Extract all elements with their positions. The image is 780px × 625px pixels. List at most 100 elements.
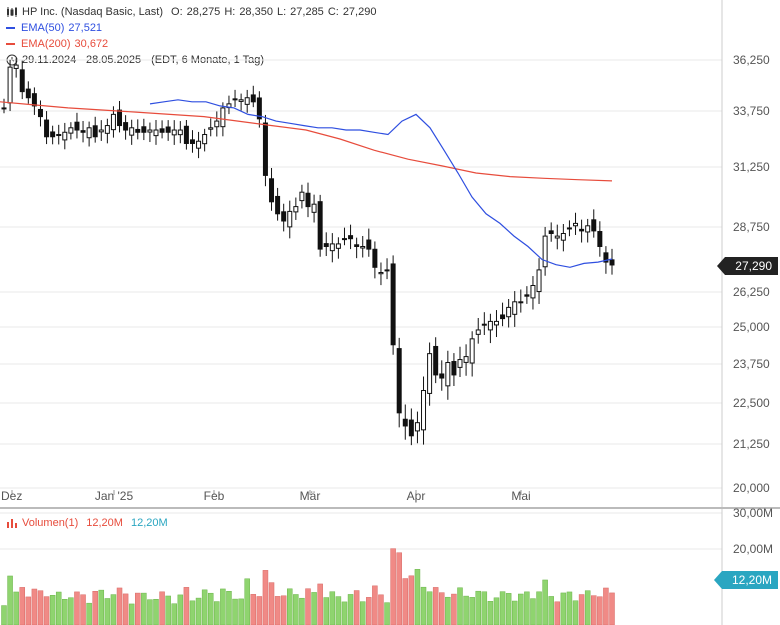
candle-body [396, 348, 402, 414]
candle-body [548, 230, 554, 235]
candle-body [37, 108, 43, 118]
volume-bar [420, 586, 427, 625]
candle-body [153, 129, 159, 137]
volume-axis[interactable]: 30,00M 20,00M [733, 506, 773, 556]
volume-bar [280, 595, 287, 625]
candle-body [378, 272, 384, 275]
candle-body [451, 361, 457, 376]
candle-body [579, 228, 585, 232]
close-value: 27,290 [342, 6, 377, 18]
volume-bar [274, 596, 281, 625]
volume-bar [244, 578, 250, 625]
candle-body [390, 263, 396, 346]
price-tick-label: 26,250 [733, 285, 770, 299]
candle-body [171, 129, 177, 136]
time-tick-label: Dez [1, 489, 22, 503]
candle-body [573, 222, 579, 227]
volume-bar [511, 600, 518, 625]
candle-body [487, 320, 493, 331]
volume-bar [518, 593, 524, 625]
time-axis[interactable]: Dez Jan '25 Feb Mär Apr Mai [1, 489, 531, 503]
volume-bar [499, 591, 506, 625]
volume-bar [25, 596, 32, 625]
volume-bar [554, 601, 561, 625]
candle-body [518, 301, 524, 304]
candle-body [86, 127, 92, 139]
volume-bar [505, 593, 512, 625]
volume-bar [572, 600, 579, 625]
candle-body [287, 210, 293, 228]
candle-body [506, 306, 512, 318]
volume-bar [31, 588, 38, 625]
volume-bar [183, 587, 190, 625]
volume-bar [408, 575, 415, 625]
volume-bar [110, 594, 117, 625]
candle-body [402, 418, 408, 427]
candle-body [19, 69, 25, 93]
ema200-legend[interactable]: EMA(200) 30,672 [6, 37, 108, 51]
volume-bar [566, 591, 573, 625]
candle-body [92, 125, 98, 138]
candle-body [566, 227, 572, 230]
candle-body [421, 390, 427, 431]
volume-bar [128, 603, 135, 625]
candle-body [62, 131, 68, 141]
volume-bar [341, 601, 348, 625]
grid-lines [0, 59, 722, 489]
volume-legend[interactable]: Volumen(1) 12,20M 12,20M [6, 516, 168, 530]
ema200-swatch [6, 43, 15, 45]
volume-bar [493, 597, 500, 625]
volume-bar [366, 597, 372, 625]
candle-body [311, 203, 317, 213]
volume-bar [542, 579, 548, 625]
candle-body [98, 129, 104, 133]
volume-bar [457, 587, 463, 625]
candle-body [117, 109, 123, 127]
volume-bar [43, 596, 50, 625]
candle-body [232, 98, 238, 101]
ema200-line [0, 101, 613, 182]
volume-bar [396, 552, 402, 625]
candlestick-icon [7, 7, 17, 17]
candle-body [445, 362, 451, 387]
candle-body [427, 353, 433, 394]
volume-bar [609, 592, 615, 625]
volume-bar [560, 592, 567, 625]
volume-bar [122, 593, 129, 625]
candle-body [463, 356, 469, 363]
volume-bar [220, 588, 226, 625]
price-tick-label: 33,750 [733, 104, 770, 118]
volume-bar [311, 592, 317, 625]
candle-body [299, 191, 305, 202]
volume-bar [384, 602, 390, 625]
candle-body [159, 128, 165, 133]
candle-body [1, 107, 7, 110]
candle-body [439, 373, 445, 379]
candle-body [220, 107, 226, 128]
candle-body [323, 243, 329, 247]
time-tick-label: Jan '25 [95, 489, 134, 503]
volume-bars-icon [7, 519, 17, 528]
price-tick-label: 31,250 [733, 160, 770, 174]
candle-body [360, 246, 366, 249]
volume-bar [432, 587, 439, 625]
candle-body [183, 125, 189, 144]
time-tick-label: Feb [204, 489, 225, 503]
candle-body [104, 125, 110, 134]
ema50-legend[interactable]: EMA(50) 27,521 [6, 21, 102, 35]
candle-body [80, 130, 86, 133]
candle-body [597, 231, 603, 248]
volume-bar [74, 591, 80, 625]
volume-bar [159, 591, 165, 625]
price-tick-label: 36,250 [733, 53, 770, 67]
volume-value-red: 12,20M [86, 517, 123, 529]
chart-title-row: HP Inc. (Nasdaq Basic, Last) O: 28,275 H… [6, 5, 376, 19]
time-tick-label: Mai [511, 489, 530, 503]
candle-body [329, 243, 335, 252]
open-label: O: [171, 6, 183, 18]
candle-body [524, 294, 530, 297]
candle-body [348, 235, 354, 240]
candle-body [189, 139, 195, 144]
